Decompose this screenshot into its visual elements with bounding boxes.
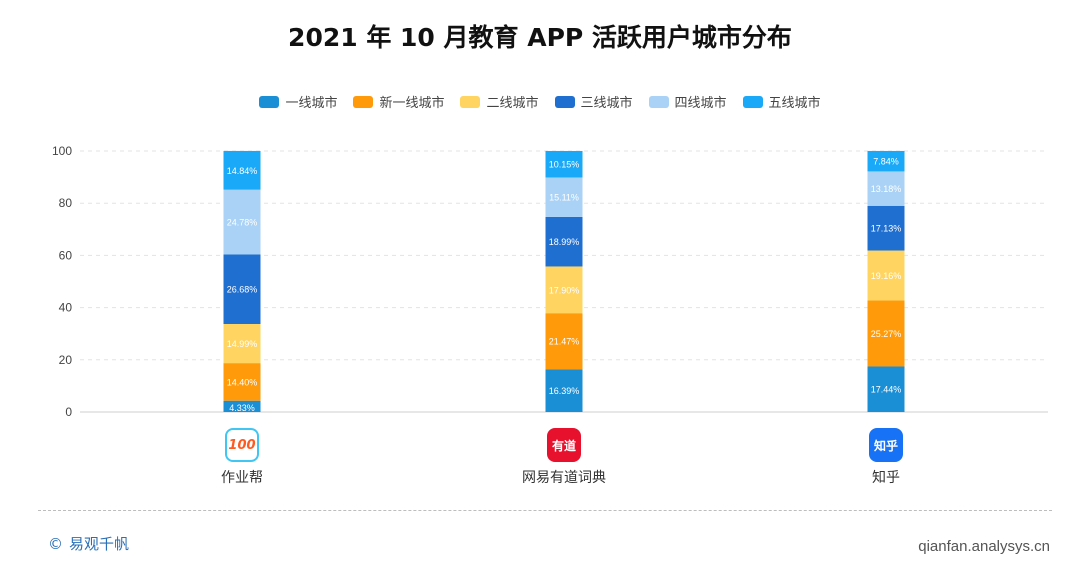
- legend-label: 五线城市: [768, 96, 821, 111]
- bar-segment: [545, 369, 583, 412]
- legend-label: 一线城市: [285, 96, 338, 111]
- bar-segment: [223, 189, 261, 255]
- legend-label: 二线城市: [486, 96, 539, 111]
- data-label: 24.78%: [227, 218, 258, 228]
- bar-segment: [545, 216, 583, 267]
- data-label: 14.84%: [227, 166, 258, 176]
- data-label: 10.15%: [549, 160, 580, 170]
- bar-segment: [223, 150, 261, 190]
- zuoyebang-icon: 100: [225, 428, 259, 462]
- bar-segment: [223, 400, 261, 412]
- data-label: 26.68%: [227, 285, 258, 295]
- chart-legend: 一线城市 新一线城市 二线城市 三线城市 四线城市 五线城市: [0, 92, 1080, 111]
- legend-item: 三线城市: [554, 92, 633, 111]
- data-label: 17.44%: [871, 385, 902, 395]
- footer-divider: [38, 510, 1052, 511]
- bar-segment: [545, 150, 583, 178]
- legend-item: 二线城市: [460, 92, 539, 111]
- data-label: 14.99%: [227, 339, 258, 349]
- legend-swatch: [353, 95, 374, 108]
- legend-swatch: [554, 95, 575, 108]
- brand-name: 易观千帆: [69, 535, 130, 553]
- data-label: 15.11%: [549, 193, 579, 203]
- x-category-label: 网易有道词典: [522, 470, 606, 486]
- youdao-icon: 有道: [547, 428, 581, 462]
- data-label: 17.90%: [549, 285, 580, 295]
- data-label: 19.16%: [871, 271, 902, 281]
- legend-label: 三线城市: [580, 96, 633, 111]
- x-category-label: 作业帮: [221, 470, 263, 486]
- data-label: 4.33%: [229, 403, 255, 413]
- y-tick-label: 40: [59, 301, 73, 315]
- bar-segment: [867, 150, 905, 172]
- zhihu-icon: 知乎: [869, 428, 903, 462]
- copyright-icon: ©: [48, 534, 63, 553]
- data-label: 21.47%: [549, 337, 580, 347]
- stacked-bar-chart: 0 20 40 60 80 100 4.33% 14.40% 14.99% 26.68% 24.78…: [52, 144, 1048, 419]
- bar-segment: [867, 250, 905, 301]
- legend-label: 四线城市: [674, 96, 727, 111]
- data-label: 17.13%: [871, 224, 902, 234]
- legend-item: 四线城市: [648, 92, 727, 111]
- data-label: 16.39%: [549, 386, 580, 396]
- bar-segment: [223, 254, 261, 324]
- y-tick-label: 100: [52, 144, 72, 158]
- bar-segment: [545, 313, 583, 370]
- chart-title: 2021 年 10 月教育 APP 活跃用户城市分布: [288, 23, 792, 52]
- legend-swatch: [460, 95, 481, 108]
- y-tick-label: 20: [59, 353, 73, 367]
- footer-brand: © 易观千帆: [48, 533, 129, 554]
- y-tick-label: 80: [59, 196, 73, 210]
- bar-segment: [867, 171, 905, 206]
- x-category-label: 知乎: [872, 470, 900, 486]
- bar-segment: [867, 300, 905, 367]
- legend-label: 新一线城市: [379, 96, 445, 111]
- bar-segment: [867, 205, 905, 251]
- legend-swatch: [742, 95, 763, 108]
- legend-item: 新一线城市: [353, 92, 444, 111]
- data-label: 18.99%: [549, 237, 580, 247]
- data-label: 7.84%: [873, 157, 899, 167]
- source-url: qianfan.analysys.cn: [918, 538, 1050, 555]
- bar-segment: [545, 266, 583, 314]
- legend-swatch: [259, 95, 280, 108]
- bar-segment: [867, 366, 905, 412]
- data-label: 14.40%: [227, 377, 258, 387]
- data-label: 25.27%: [871, 329, 902, 339]
- bar-segment: [545, 177, 583, 217]
- legend-item: 一线城市: [259, 92, 337, 111]
- y-tick-label: 0: [65, 405, 72, 419]
- y-tick-label: 60: [59, 248, 73, 262]
- bar-segment: [223, 363, 261, 401]
- legend-item: 五线城市: [742, 92, 821, 111]
- legend-swatch: [648, 95, 669, 108]
- data-label: 13.18%: [871, 184, 902, 194]
- bar-segment: [223, 323, 261, 364]
